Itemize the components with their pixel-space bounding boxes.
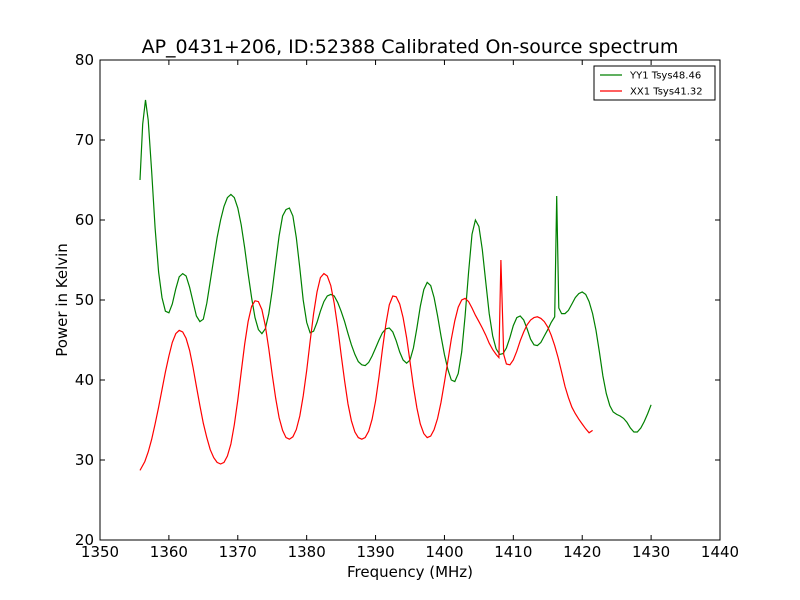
legend: YY1 Tsys48.46 XX1 Tsys41.32: [593, 65, 716, 101]
y-tick-label: 60: [75, 211, 94, 229]
y-tick-label: 40: [75, 371, 94, 389]
series-line-1: [139, 99, 652, 433]
x-tick-label: 1360: [150, 543, 188, 561]
legend-box: [593, 65, 716, 101]
x-tick-label: 1440: [701, 543, 739, 561]
y-tick-label: 50: [75, 291, 94, 309]
plot-area: [139, 99, 652, 471]
x-tick-label: 1370: [219, 543, 257, 561]
chart-title: AP_0431+206, ID:52388 Calibrated On-sour…: [142, 36, 679, 58]
x-tick-label: 1420: [563, 543, 601, 561]
series-layer: [139, 99, 652, 471]
y-tick-label: 30: [75, 451, 94, 469]
y-axis-label: Power in Kelvin: [53, 243, 71, 357]
x-tick-label: 1350: [81, 543, 119, 561]
legend-label-1: YY1 Tsys48.46: [629, 71, 701, 82]
x-tick-label: 1400: [425, 543, 463, 561]
x-tick-label: 1380: [288, 543, 326, 561]
x-tick-label: 1430: [632, 543, 670, 561]
y-tick-label: 20: [75, 531, 94, 549]
x-tick-label: 1410: [494, 543, 532, 561]
legend-label-2: XX1 Tsys41.32: [630, 87, 703, 98]
ticks-layer: 1350 1360 1370 1380 1390 1400 1410 1420 1430 1440…: [75, 51, 739, 561]
x-axis-label: Frequency (MHz): [347, 563, 473, 581]
y-tick-label: 80: [75, 51, 94, 69]
series-line-2: [139, 259, 593, 471]
y-tick-label: 70: [75, 131, 94, 149]
x-tick-label: 1390: [356, 543, 394, 561]
